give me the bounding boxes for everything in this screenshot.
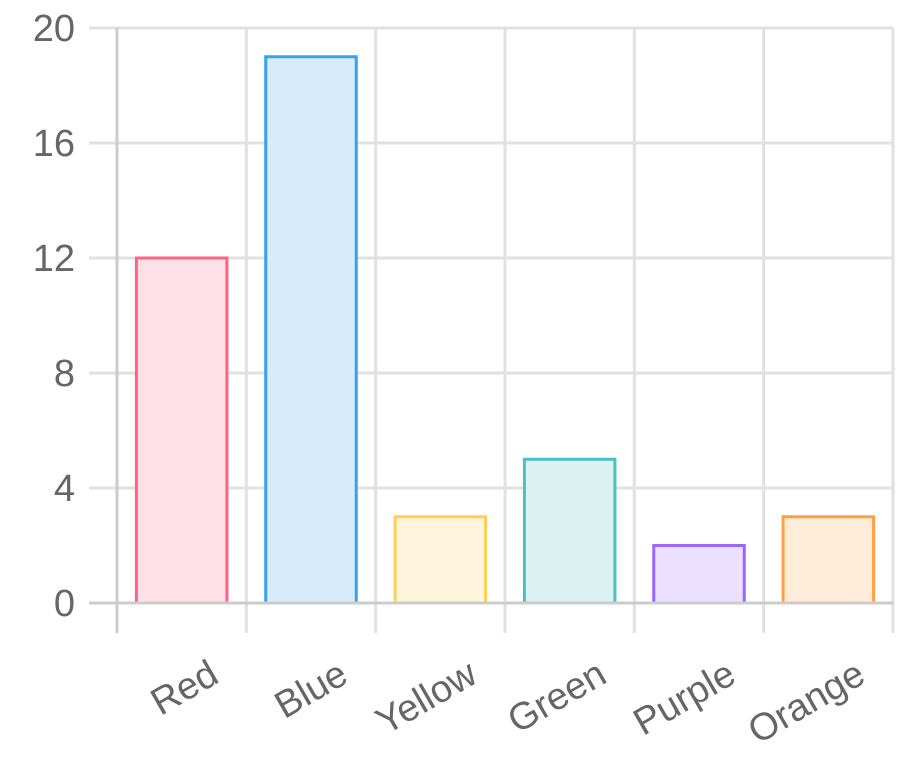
y-tick-label: 0 <box>54 583 75 625</box>
y-tick-label: 16 <box>33 123 75 165</box>
x-tick-label: Red <box>144 653 225 724</box>
y-tick-label: 12 <box>33 238 75 280</box>
y-tick-label: 8 <box>54 353 75 395</box>
bar-green[interactable] <box>522 457 617 605</box>
x-tick-label: Blue <box>268 653 355 727</box>
y-tick-label: 4 <box>54 468 75 510</box>
axes <box>89 28 893 633</box>
bar-yellow[interactable] <box>393 515 488 605</box>
bar-orange[interactable] <box>781 515 876 605</box>
bar-blue[interactable] <box>264 55 358 605</box>
x-tick-label: Purple <box>627 653 743 744</box>
bar-purple[interactable] <box>652 544 746 605</box>
x-tick-label: Yellow <box>369 652 484 743</box>
bar-red[interactable] <box>134 256 229 605</box>
x-tick-label: Green <box>501 653 613 742</box>
y-tick-label: 20 <box>33 8 75 50</box>
bars <box>134 55 876 605</box>
x-tick-label: Orange <box>741 653 872 753</box>
